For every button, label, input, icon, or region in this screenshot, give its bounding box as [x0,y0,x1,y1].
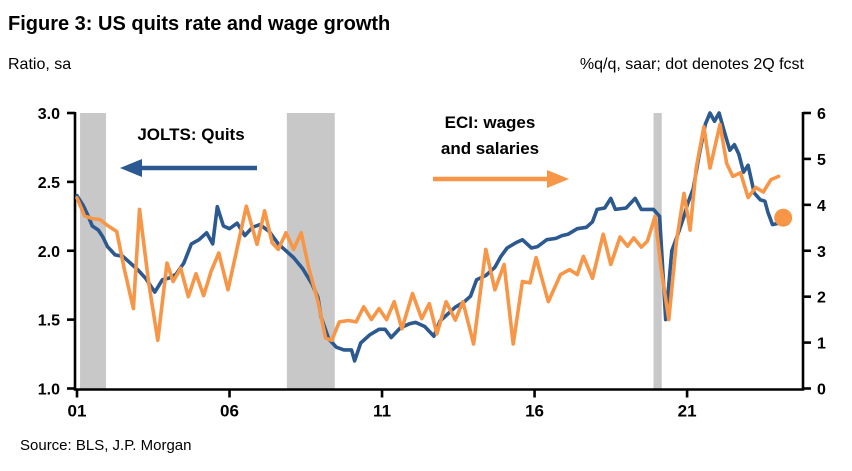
chart-title: Figure 3: US quits rate and wage growth [8,13,391,35]
x-axis-tick-label: 11 [373,402,391,421]
left-axis-caption: Ratio, sa [8,56,72,73]
right-axis-tick-label: 3 [817,244,826,261]
left-axis-tick-label: 2.5 [38,175,60,192]
forecast-dot [774,208,793,227]
left-axis-tick-label: 3.0 [38,106,60,123]
legend-eci-wages: ECI: wages and salaries [418,110,562,162]
x-axis-tick-label: 16 [525,402,544,421]
right-axis-caption: %q/q, saar; dot denotes 2Q fcst [579,56,804,73]
left-axis-tick-label: 2.0 [38,244,60,261]
x-axis-tick-label: 21 [678,402,697,421]
left-axis-tick-label: 1.5 [38,313,60,330]
eci-right-arrowhead-icon [547,170,569,188]
right-axis-tick-label: 1 [817,336,826,353]
right-axis-tick-label: 6 [817,106,826,123]
source-note: Source: BLS, J.P. Morgan [20,437,192,454]
right-axis-tick-label: 5 [817,152,826,169]
jolts-left-arrowhead-icon [120,159,142,177]
right-axis-tick-label: 0 [817,382,826,399]
recession-band [80,113,106,389]
x-axis-tick-label: 06 [220,402,239,421]
right-axis-tick-label: 2 [817,290,826,307]
legend-jolts-quits: JOLTS: Quits [137,125,245,144]
legend-eci-line2: and salaries [440,139,540,158]
recession-band [286,113,335,389]
right-axis-tick-label: 4 [817,198,826,215]
legend-eci-line1: ECI: wages [444,113,536,132]
eci-wages-line [75,122,781,346]
left-axis-tick-label: 1.0 [38,382,60,399]
x-axis-tick-label: 01 [68,402,87,421]
